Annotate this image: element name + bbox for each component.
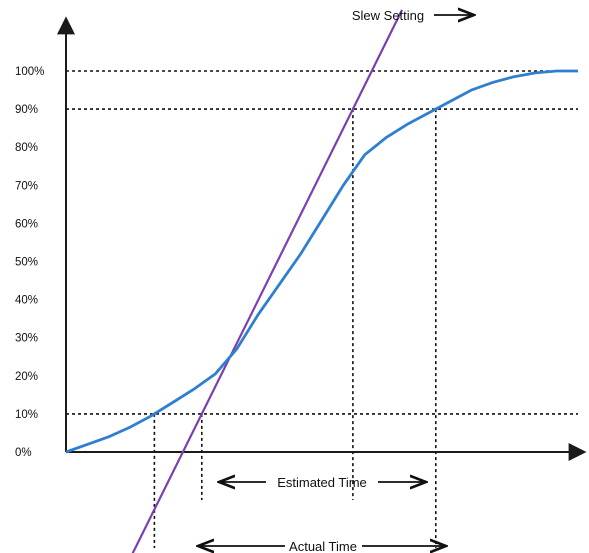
y-tick-label: 80% (15, 142, 38, 154)
y-tick-label: 90% (15, 104, 38, 116)
y-tick-label: 70% (15, 180, 38, 192)
response-curve (65, 69, 578, 454)
reference-lines (66, 70, 578, 415)
y-tick-label: 30% (15, 333, 38, 345)
y-tick-label: 50% (15, 257, 38, 269)
y-tick-label: 60% (15, 218, 38, 230)
actual-time-label: Actual Time (289, 539, 357, 553)
slew-setting-label: Slew Setting (352, 8, 424, 23)
y-tick-label: 40% (15, 295, 38, 307)
y-tick-labels: 0% 10% 20% 30% 40% 50% 60% 70% 80% 90% 100% (15, 66, 44, 459)
y-tick-label: 10% (15, 409, 38, 421)
y-tick-label: 0% (15, 447, 32, 459)
y-tick-label: 100% (15, 66, 44, 78)
slew-setting-line (131, 9, 403, 553)
drop-lines (153, 109, 437, 548)
y-tick-label: 20% (15, 371, 38, 383)
estimated-time-label: Estimated Time (277, 475, 367, 490)
